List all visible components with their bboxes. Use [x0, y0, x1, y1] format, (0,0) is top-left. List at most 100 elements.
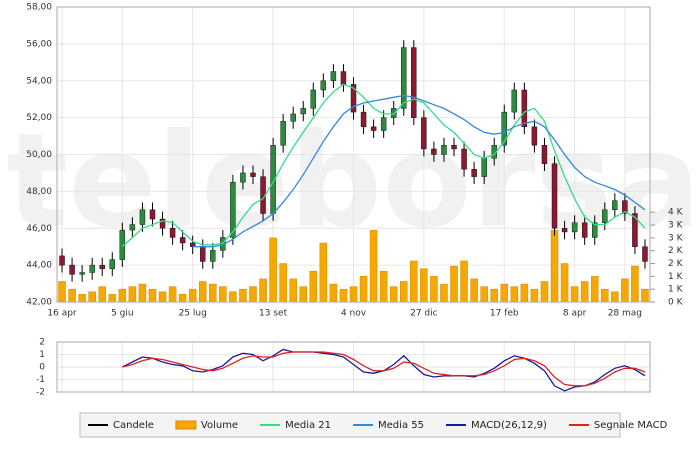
volume-bar [269, 237, 277, 303]
volume-bar [430, 276, 438, 303]
legend-label: MACD(26,12,9) [471, 420, 547, 431]
volume-bar [158, 291, 167, 303]
series-line [122, 351, 646, 387]
candle-body [451, 145, 457, 150]
y2-tick-label: 1 K [668, 272, 684, 282]
candle-body [380, 117, 387, 131]
volume-bar [209, 283, 217, 303]
legend-label: Candele [113, 420, 154, 431]
x-tick-label: 5 giu [111, 309, 134, 319]
volume-bar [249, 286, 257, 303]
candle-body [250, 172, 256, 177]
volume-bar [128, 286, 137, 303]
volume-bar [550, 229, 559, 303]
candle-body [129, 224, 136, 231]
volume-bar [339, 288, 348, 303]
series-line [121, 83, 646, 248]
volume-bar [309, 270, 318, 303]
volume-bar [78, 294, 86, 303]
candle-body [632, 213, 638, 247]
candle-body [99, 264, 105, 270]
volume-bar [440, 283, 448, 303]
volume-bar [148, 288, 157, 303]
legend-box [79, 412, 621, 438]
candle-body [370, 126, 377, 131]
candle-body [200, 246, 206, 262]
candle-body [139, 209, 146, 225]
legend-label: Media 21 [285, 420, 331, 431]
legend-label: Segnale MACD [594, 420, 668, 431]
candle-body [350, 84, 357, 113]
candle-body [642, 246, 648, 262]
candle-body [169, 228, 176, 238]
candle-body [330, 71, 337, 81]
y2-tick-label: 2 K [668, 259, 684, 269]
y-tick-label: 52,00 [26, 113, 52, 123]
candle-body [179, 237, 186, 244]
volume-bar [641, 288, 649, 303]
y2-tick-label: 1 K [668, 285, 684, 295]
volume-bar [88, 291, 96, 303]
volume-bar [168, 286, 177, 303]
candle-body [521, 89, 528, 128]
volume-bar [289, 278, 297, 303]
candle-body [561, 228, 568, 233]
candle-body [602, 209, 608, 223]
y-tick-label: 1 [39, 350, 45, 360]
candle-body [340, 71, 347, 85]
candle-body [481, 157, 487, 177]
candle-body [210, 250, 216, 262]
x-tick-label: 8 apr [563, 309, 587, 319]
candle-body [511, 89, 518, 113]
candle-body [401, 47, 407, 109]
y2-tick-label: 4 K [668, 208, 684, 218]
candle-body [622, 200, 628, 214]
volume-bar [611, 291, 619, 303]
volume-bar [570, 286, 579, 303]
volume-bar [480, 286, 488, 303]
candle-body [461, 148, 467, 170]
candle-body [541, 145, 548, 164]
volume-bar [631, 265, 639, 303]
volume-bar [399, 281, 408, 303]
x-tick-label: 17 feb [490, 309, 519, 319]
volume-bar [510, 286, 519, 303]
volume-bar [98, 286, 106, 303]
candle-body [431, 148, 437, 155]
candle-body [280, 121, 286, 146]
candle-body [411, 47, 417, 118]
candle-body [109, 259, 115, 270]
volume-bar [520, 283, 529, 303]
candle-body [612, 200, 618, 211]
volume-bar [379, 270, 388, 303]
volume-bar [369, 229, 378, 303]
candle-body [159, 218, 166, 229]
candle-body [551, 163, 558, 229]
volume-bar [178, 294, 187, 303]
candle-body [581, 222, 588, 238]
y-tick-label: 48,00 [26, 187, 52, 197]
plot-frame [56, 6, 651, 303]
volume-bar [299, 286, 308, 303]
candle-body [421, 117, 427, 150]
volume-bar [590, 276, 599, 303]
volume-bar [420, 268, 428, 303]
candle-body [531, 126, 538, 146]
volume-bar [621, 278, 629, 303]
candle-body [592, 222, 598, 238]
y-tick-label: 56,00 [26, 39, 52, 49]
y-tick-label: 54,00 [26, 76, 52, 86]
volume-bar [239, 288, 247, 303]
y2-tick-label: 2 K [668, 246, 684, 256]
candle-body [230, 181, 236, 238]
candle-body [471, 169, 477, 177]
candle-body [89, 264, 95, 273]
x-tick-label: 25 lug [179, 309, 207, 319]
volume-bar [259, 278, 267, 303]
candle-body [59, 255, 65, 266]
volume-bar [359, 276, 368, 303]
volume-bar [540, 281, 549, 303]
volume-bar [601, 288, 609, 303]
volume-bar [470, 278, 478, 303]
